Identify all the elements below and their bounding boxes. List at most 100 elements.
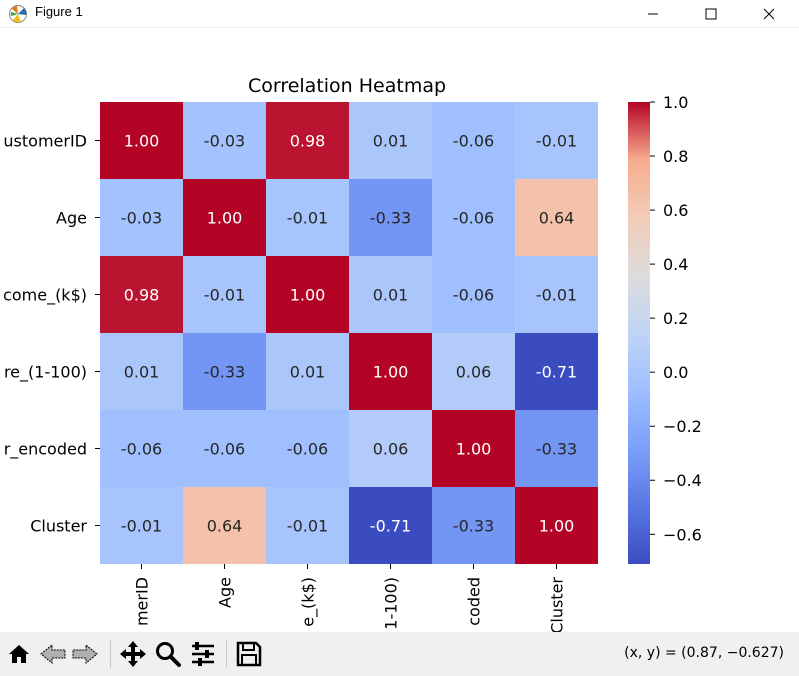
heatmap-cell <box>432 102 515 179</box>
minimize-icon <box>648 13 658 15</box>
cell-annotation: 1.00 <box>539 517 575 536</box>
cell-annotation: -0.01 <box>204 286 245 305</box>
cell-annotation: -0.06 <box>453 209 494 228</box>
figure-canvas[interactable]: Correlation Heatmap 1.00 -0.03 0.98 0.01 -0.… <box>0 28 799 632</box>
chart-title: Correlation Heatmap <box>248 75 446 97</box>
cell-annotation: 0.64 <box>539 209 575 228</box>
home-button[interactable] <box>3 638 35 670</box>
close-icon <box>763 8 775 20</box>
heatmap-cell <box>266 179 349 256</box>
colorbar <box>628 102 650 564</box>
navigation-toolbar: (x, y) = (0.87, −0.627) <box>0 632 799 676</box>
x-tick-label: e_(k$) <box>299 577 319 627</box>
colorbar-tick-label: −0.4 <box>663 471 702 490</box>
back-arrow-icon <box>40 643 66 665</box>
colorbar-tick-label: 0.6 <box>663 201 688 220</box>
heatmap-cell <box>515 256 598 333</box>
zoom-button[interactable] <box>152 638 184 670</box>
cell-annotation: -0.01 <box>121 517 162 536</box>
heatmap-cell <box>266 256 349 333</box>
heatmap-cell <box>515 487 598 564</box>
cell-annotation: 1.00 <box>124 132 160 151</box>
x-tick-label: merID <box>133 577 152 626</box>
x-tick-label: 1-100) <box>382 577 401 630</box>
cell-annotation: -0.06 <box>453 132 494 151</box>
cell-annotation: 0.06 <box>456 363 492 382</box>
heatmap-cell <box>100 487 183 564</box>
cell-annotation: -0.03 <box>121 209 162 228</box>
floppy-disk-icon <box>236 641 262 667</box>
back-button[interactable] <box>37 638 69 670</box>
heatmap-cell <box>183 256 266 333</box>
y-tick-label: Age <box>56 209 87 228</box>
maximize-button[interactable] <box>688 0 734 28</box>
cell-annotation: -0.06 <box>453 286 494 305</box>
cell-annotation: 0.01 <box>290 363 326 382</box>
cell-annotation: 0.06 <box>373 440 409 459</box>
heatmap-cell <box>349 179 432 256</box>
heatmap-cell <box>266 102 349 179</box>
heatmap-cell <box>100 179 183 256</box>
x-tick-label: Cluster <box>548 577 567 632</box>
heatmap-cell <box>432 179 515 256</box>
colorbar-tick-label: 1.0 <box>663 93 688 112</box>
heatmap-cell <box>100 256 183 333</box>
cell-annotation: -0.06 <box>121 440 162 459</box>
cell-annotation: 1.00 <box>456 440 492 459</box>
correlation-heatmap: Correlation Heatmap 1.00 -0.03 0.98 0.01 -0.… <box>3 75 702 632</box>
cell-annotation: 1.00 <box>207 209 243 228</box>
colorbar-tick-label: −0.2 <box>663 417 702 436</box>
heatmap-cell <box>432 410 515 487</box>
cell-annotation: 0.01 <box>124 363 160 382</box>
forward-arrow-icon <box>72 643 98 665</box>
heatmap-cell <box>100 102 183 179</box>
colorbar-tick-label: 0.4 <box>663 255 688 274</box>
heatmap-cell <box>183 179 266 256</box>
cell-annotation: 1.00 <box>373 363 409 382</box>
cell-annotation: 0.98 <box>124 286 160 305</box>
window-title: Figure 1 <box>35 4 83 19</box>
colorbar-tick-label: 0.8 <box>663 147 688 166</box>
magnifier-icon <box>156 642 181 667</box>
move-icon <box>120 641 146 667</box>
cell-annotation: -0.33 <box>536 440 577 459</box>
cell-annotation: -0.71 <box>536 363 577 382</box>
heatmap-cell <box>183 487 266 564</box>
cursor-coordinates: (x, y) = (0.87, −0.627) <box>624 645 784 661</box>
cell-annotation: -0.01 <box>536 132 577 151</box>
close-button[interactable] <box>746 0 792 28</box>
heatmap-cell <box>183 333 266 410</box>
cell-annotation: 0.01 <box>373 286 409 305</box>
heatmap-cell <box>432 333 515 410</box>
minimize-button[interactable] <box>630 0 676 28</box>
heatmap-cell <box>349 410 432 487</box>
heatmap-cell <box>432 256 515 333</box>
y-tick-label: Cluster <box>30 517 87 536</box>
colorbar-tick-label: 0.2 <box>663 309 688 328</box>
heatmap-cell <box>432 487 515 564</box>
cell-annotation: -0.01 <box>287 517 328 536</box>
colorbar-tick-label: −0.6 <box>663 525 702 544</box>
heatmap-cell <box>100 410 183 487</box>
home-icon <box>9 645 29 663</box>
heatmap-cell <box>349 256 432 333</box>
heatmap-cell <box>349 102 432 179</box>
cell-annotation: -0.03 <box>204 132 245 151</box>
pan-button[interactable] <box>117 638 149 670</box>
configure-subplots-button[interactable] <box>187 638 219 670</box>
save-button[interactable] <box>233 638 265 670</box>
heatmap-cell <box>183 410 266 487</box>
forward-button[interactable] <box>69 638 101 670</box>
x-tick-label: Age <box>216 577 235 608</box>
heatmap-cell <box>100 333 183 410</box>
heatmap-cell <box>515 333 598 410</box>
heatmap-cell <box>266 487 349 564</box>
maximize-icon <box>705 8 717 20</box>
cell-annotation: -0.33 <box>370 209 411 228</box>
cell-annotation: 0.01 <box>373 132 409 151</box>
heatmap-cell <box>515 179 598 256</box>
x-tick-label: coded <box>465 577 484 626</box>
cell-annotation: 1.00 <box>290 286 326 305</box>
heatmap-cell <box>349 487 432 564</box>
sliders-icon <box>192 642 214 666</box>
